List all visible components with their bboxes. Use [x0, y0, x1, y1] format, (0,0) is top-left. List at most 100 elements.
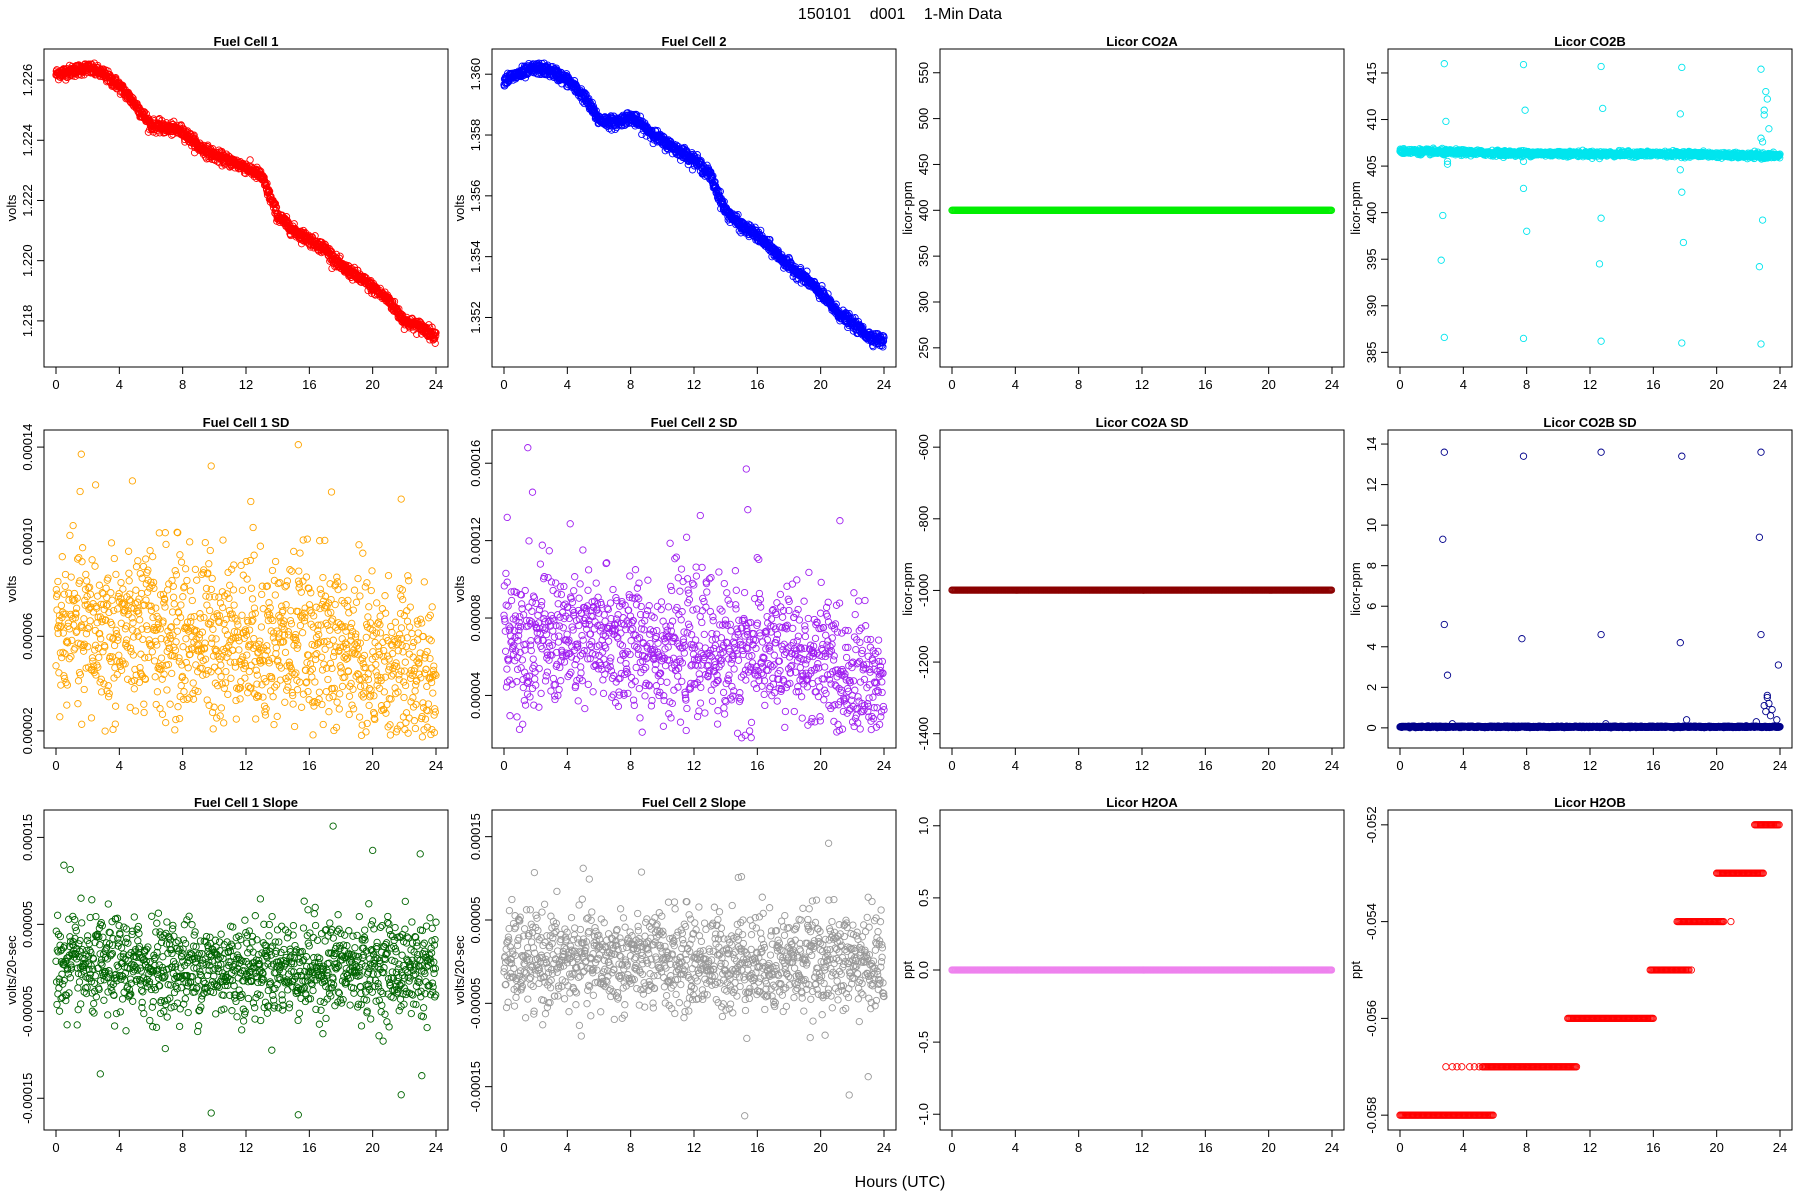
data-point — [1599, 104, 1607, 113]
y-tick-label: 300 — [916, 291, 931, 313]
x-tick-label: 8 — [627, 377, 634, 392]
data-point — [1763, 95, 1771, 103]
panel-fuel-cell-2: Fuel Cell 20 4 8 12 16 20 241.3521.3541.3561.3… — [452, 34, 897, 392]
data-point — [1758, 138, 1767, 146]
x-tick-label: 4 — [1460, 377, 1467, 392]
x-tick-label: 4 — [1012, 377, 1019, 392]
data-points — [1396, 60, 1784, 348]
x-tick-label: 24 — [877, 377, 891, 392]
panel-title: Licor CO2B — [1554, 34, 1626, 49]
y-tick-label: 1.224 — [20, 124, 35, 157]
x-tick-label: 20 — [813, 377, 827, 392]
plot-frame — [43, 48, 449, 368]
data-point — [1442, 117, 1450, 126]
y-tick-label: 1.226 — [20, 64, 35, 97]
data-point — [1676, 166, 1684, 174]
data-point — [1597, 62, 1605, 71]
data-point — [1437, 256, 1445, 264]
panel-title: Licor CO2A — [1106, 34, 1178, 49]
y-axis-label: licor-ppm — [900, 181, 915, 234]
panel-grid: Fuel Cell 10 4 8 12 16 20 241.2181.2201.2221.2… — [4, 34, 1793, 1155]
y-axis-label: licor-ppm — [1348, 181, 1363, 234]
data-point — [246, 156, 254, 164]
y-tick-label: 410 — [1364, 109, 1379, 131]
data-points — [948, 206, 1336, 214]
data-point — [1440, 333, 1448, 342]
y-axis-label: volts — [4, 575, 19, 602]
data-point — [336, 252, 344, 260]
data-point — [1765, 125, 1773, 133]
y-tick-label: 1.354 — [468, 240, 483, 273]
y-tick-label: 415 — [1364, 62, 1379, 84]
x-tick-label: 12 — [239, 377, 253, 392]
x-tick-label: 0 — [500, 377, 507, 392]
y-tick-label: 250 — [916, 337, 931, 359]
panel-title: Fuel Cell 2 — [661, 34, 726, 49]
x-tick-label: 20 — [1709, 377, 1723, 392]
data-point — [52, 662, 60, 670]
x-tick-label: 12 — [687, 377, 701, 392]
data-point — [1440, 60, 1448, 68]
x-tick-label: 0 — [948, 377, 955, 392]
x-tick-label: 16 — [302, 758, 316, 773]
y-tick-label: 0.00014 — [20, 424, 35, 471]
y-tick-label: 1.360 — [468, 58, 483, 91]
data-point — [1519, 60, 1528, 69]
panel-title: Fuel Cell 1 SD — [203, 415, 290, 430]
y-tick-label: 1.352 — [468, 301, 483, 334]
data-points — [52, 59, 440, 347]
x-tick-label: 12 — [239, 758, 253, 773]
y-tick-label: 0.00010 — [20, 518, 35, 565]
y-tick-label: 1.358 — [468, 119, 483, 152]
x-tick-label: 8 — [1075, 377, 1082, 392]
y-tick-label: 400 — [1364, 202, 1379, 224]
data-point — [1597, 214, 1605, 222]
y-tick-label: 405 — [1364, 155, 1379, 177]
data-point — [1762, 87, 1770, 96]
x-tick-label: 8 — [1523, 377, 1530, 392]
data-point — [1760, 106, 1768, 114]
data-point — [1595, 260, 1604, 268]
y-tick-label: 350 — [916, 245, 931, 267]
x-tick-label: 16 — [302, 377, 316, 392]
x-tick-label: 16 — [750, 377, 764, 392]
x-tick-label: 4 — [564, 377, 571, 392]
data-point — [1755, 263, 1764, 271]
x-tick-label: 12 — [1135, 377, 1149, 392]
x-tick-label: 20 — [365, 377, 379, 392]
data-point — [1758, 216, 1767, 224]
data-point — [1757, 65, 1765, 73]
data-point — [1597, 337, 1605, 345]
x-tick-label: 8 — [179, 377, 186, 392]
y-tick-label: 550 — [916, 62, 931, 84]
y-tick-label: 500 — [916, 108, 931, 130]
x-tick-label: 24 — [1325, 377, 1339, 392]
figure-title-date: 150101 — [798, 6, 851, 23]
x-tick-label: 12 — [1583, 377, 1597, 392]
x-tick-label: 24 — [1773, 377, 1787, 392]
y-tick-label: 0.00002 — [20, 707, 35, 754]
data-point — [290, 220, 298, 228]
data-point — [311, 232, 319, 240]
x-tick-label: 4 — [116, 758, 123, 773]
x-tick-label: 0 — [52, 758, 59, 773]
data-point — [1439, 211, 1447, 220]
y-tick-label: 1.220 — [20, 244, 35, 277]
data-points — [500, 59, 888, 351]
data-point — [1521, 106, 1529, 114]
data-point — [1757, 340, 1765, 348]
data-point — [1519, 334, 1528, 343]
y-tick-label: 0.00006 — [20, 613, 35, 660]
y-tick-label: 400 — [916, 199, 931, 221]
data-point — [1523, 227, 1531, 235]
x-tick-label: 24 — [429, 758, 443, 773]
figure-title: 150101 d001 1-Min Data — [798, 6, 1002, 23]
x-tick-label: 16 — [1198, 377, 1212, 392]
y-axis-label: volts — [452, 194, 467, 221]
data-point — [1678, 188, 1686, 196]
x-tick-label: 8 — [179, 758, 186, 773]
x-tick-label: 20 — [1261, 377, 1275, 392]
